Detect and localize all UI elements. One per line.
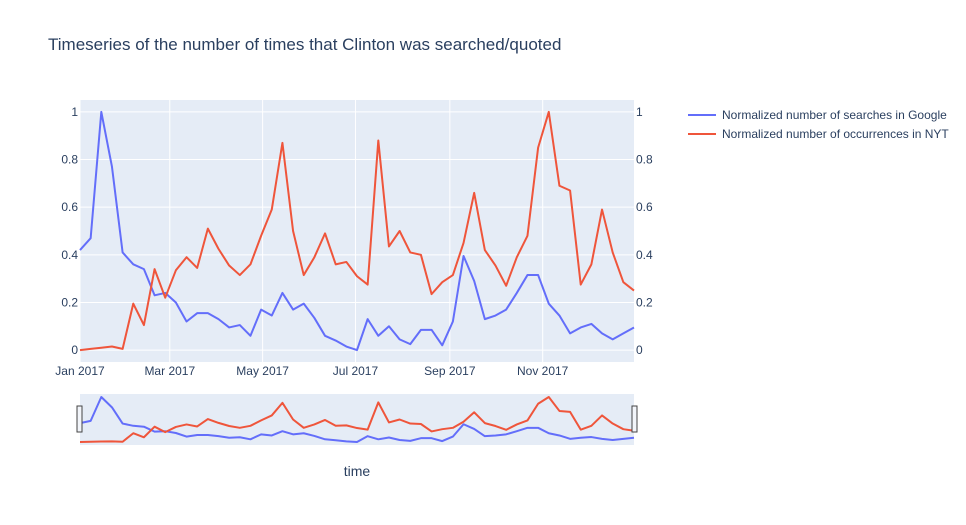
y-axis-right: 0 0.2 0.4 0.6 0.8 1 [636, 105, 653, 357]
y-tick-label-left: 0.6 [61, 200, 78, 214]
x-tick-label: Jul 2017 [333, 364, 379, 378]
x-tick-label: Jan 2017 [55, 364, 105, 378]
y-axis-left: 0 0.2 0.4 0.6 0.8 1 [61, 105, 78, 357]
range-slider-right-handle[interactable] [631, 405, 638, 433]
y-tick-label-right: 0.6 [636, 200, 653, 214]
range-slider-line-google [79, 396, 635, 443]
legend[interactable]: Normalized number of searches in Google N… [688, 108, 949, 141]
range-slider-left-handle[interactable] [76, 405, 83, 433]
series-line-google [79, 110, 635, 352]
range-slider[interactable] [76, 394, 638, 445]
y-tick-label-left: 0.4 [61, 248, 78, 262]
series-lines [79, 110, 635, 352]
plot-area [80, 100, 634, 362]
legend-label: Normalized number of searches in Google [722, 108, 947, 122]
y-tick-label-right: 0.2 [636, 295, 653, 309]
y-tick-label-left: 1 [71, 105, 78, 119]
range-slider-background [80, 394, 634, 445]
x-axis-title: time [344, 463, 371, 479]
y-tick-label-right: 0.8 [636, 153, 653, 167]
y-tick-label-left: 0 [71, 343, 78, 357]
series-line-nyt [79, 110, 635, 352]
chart-title: Timeseries of the number of times that C… [48, 35, 561, 54]
y-tick-label-right: 0 [636, 343, 643, 357]
x-tick-label: Sep 2017 [424, 364, 476, 378]
legend-item-nyt[interactable]: Normalized number of occurrences in NYT [688, 127, 949, 141]
grid [79, 100, 634, 362]
y-tick-label-right: 1 [636, 105, 643, 119]
range-slider-line-nyt [79, 396, 635, 443]
x-tick-label: Nov 2017 [517, 364, 569, 378]
x-tick-label: Mar 2017 [144, 364, 195, 378]
y-tick-label-right: 0.4 [636, 248, 653, 262]
range-slider-series [79, 396, 635, 443]
x-axis: Jan 2017 Mar 2017 May 2017 Jul 2017 Sep 2017… [55, 364, 568, 378]
y-tick-label-left: 0.2 [61, 295, 78, 309]
x-tick-label: May 2017 [236, 364, 289, 378]
y-tick-label-left: 0.8 [61, 153, 78, 167]
legend-item-google[interactable]: Normalized number of searches in Google [688, 108, 947, 122]
legend-label: Normalized number of occurrences in NYT [722, 127, 949, 141]
